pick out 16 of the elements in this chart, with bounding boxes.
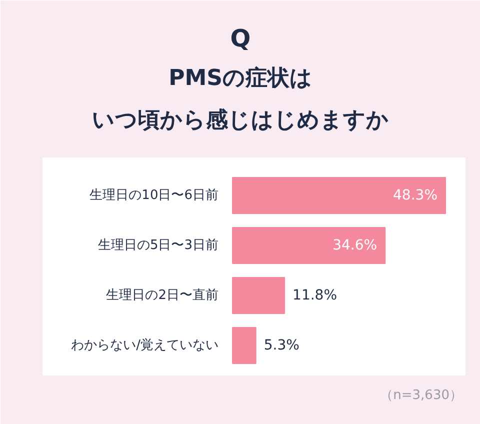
data-label: 11.8% bbox=[292, 288, 338, 304]
data-label: 5.3% bbox=[264, 338, 300, 354]
data-label: 34.6% bbox=[332, 238, 378, 254]
y-tick-label: 生理日の2日〜直前 bbox=[106, 288, 219, 303]
bar bbox=[232, 327, 256, 364]
chart-subtitle: いつ頃から感じはじめますか bbox=[92, 108, 389, 133]
data-label: 48.3% bbox=[393, 188, 438, 204]
y-tick-label: わからない/覚えていない bbox=[71, 338, 219, 353]
bar bbox=[232, 177, 446, 214]
y-tick-label: 生理日の5日〜3日前 bbox=[98, 238, 219, 253]
bar bbox=[232, 277, 286, 314]
text: （n=3,630） bbox=[380, 388, 463, 403]
chart-title: PMSの症状は bbox=[168, 66, 312, 91]
text: Q bbox=[230, 24, 251, 52]
bar bbox=[232, 227, 386, 264]
y-tick-label: 生理日の10日〜6日前 bbox=[90, 188, 219, 203]
